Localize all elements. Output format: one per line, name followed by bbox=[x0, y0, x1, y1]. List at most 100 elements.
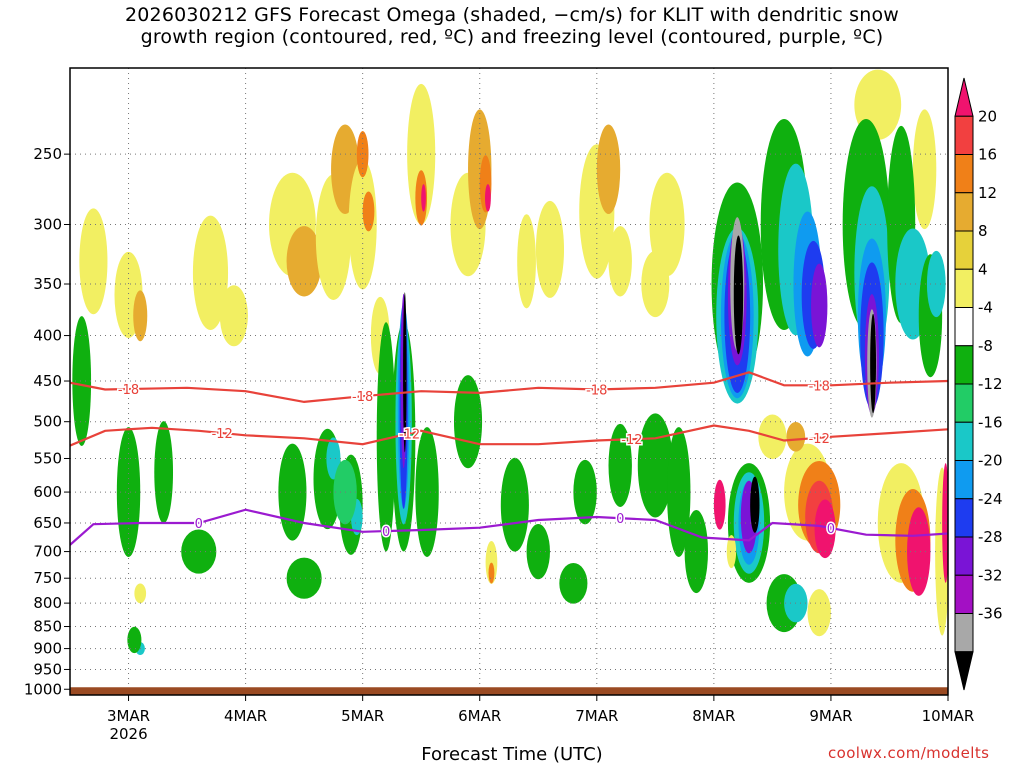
chart-title: 2026030212 GFS Forecast Omega (shaded, −… bbox=[0, 4, 1024, 48]
x-tick-label: 4MAR bbox=[224, 707, 267, 725]
colorbar-box bbox=[954, 192, 974, 232]
colorbar-label: 16 bbox=[978, 146, 997, 164]
omega-shade-region bbox=[649, 172, 685, 277]
omega-shade-region bbox=[407, 83, 436, 225]
omega-shade-region bbox=[807, 589, 831, 637]
x-tick-label: 10MAR bbox=[922, 707, 975, 725]
colorbar-bottom-triangle bbox=[954, 651, 974, 691]
contour-label: 0 bbox=[827, 522, 835, 537]
omega-shade-region bbox=[127, 626, 142, 654]
omega-shade-region bbox=[667, 427, 691, 558]
omega-shade-region bbox=[403, 292, 407, 453]
omega-shade-region bbox=[326, 437, 341, 480]
omega-shade-region bbox=[912, 109, 937, 230]
omega-shade-region bbox=[362, 191, 375, 232]
x-tick-label: 5MAR bbox=[341, 707, 384, 725]
colorbar-label: -12 bbox=[978, 375, 1003, 393]
omega-shade-region bbox=[192, 215, 229, 331]
y-tick-label: 450 bbox=[33, 372, 62, 390]
colorbar-box bbox=[954, 154, 974, 194]
omega-shade-region bbox=[750, 476, 760, 533]
credit-text[interactable]: coolwx.com/modelts bbox=[828, 744, 990, 762]
omega-shade-region bbox=[811, 263, 828, 348]
title-line-2: growth region (contoured, red, ºC) and f… bbox=[140, 26, 884, 48]
omega-shade-region bbox=[684, 510, 709, 594]
contour-line bbox=[70, 508, 948, 546]
contour-label: -18 bbox=[809, 379, 830, 394]
y-tick-label: 500 bbox=[33, 413, 62, 431]
ground-band bbox=[70, 687, 948, 695]
contour-label: 0 bbox=[195, 517, 203, 532]
contour-label: 0 bbox=[616, 512, 624, 527]
contour-label: -12 bbox=[621, 433, 642, 448]
omega-shade-region bbox=[814, 499, 836, 559]
omega-shade-region bbox=[713, 479, 726, 530]
colorbar-box bbox=[954, 307, 974, 347]
omega-shade-region bbox=[907, 507, 931, 596]
y-tick-label: 400 bbox=[33, 327, 62, 345]
contour-label: -12 bbox=[399, 428, 420, 443]
colorbar-label: -16 bbox=[978, 413, 1003, 431]
colorbar-box bbox=[954, 268, 974, 308]
colorbar-box bbox=[954, 498, 974, 538]
contour-label: 0 bbox=[382, 525, 390, 540]
x-tick-label: 9MAR bbox=[809, 707, 852, 725]
omega-shade-region bbox=[870, 313, 877, 414]
omega-shade-region bbox=[726, 535, 737, 569]
colorbar-top-triangle bbox=[954, 77, 974, 117]
y-tick-label: 600 bbox=[33, 483, 62, 501]
omega-shade-region bbox=[608, 226, 632, 297]
y-tick-label: 350 bbox=[33, 275, 62, 293]
x-tick-label: 3MAR bbox=[107, 707, 150, 725]
colorbar-box bbox=[954, 115, 974, 155]
omega-shade-region bbox=[517, 214, 536, 309]
y-tick-label: 550 bbox=[33, 449, 62, 467]
omega-shade-region bbox=[181, 529, 217, 574]
y-tick-label: 700 bbox=[33, 543, 62, 561]
plot-area: -18 -18 -18 -18 -12 -12 -12 -12 0 0 0 0 bbox=[70, 68, 948, 695]
omega-shade-region bbox=[356, 130, 369, 178]
colorbar-label: 4 bbox=[978, 260, 988, 278]
contour-label: -12 bbox=[809, 432, 830, 447]
colorbar-label: -20 bbox=[978, 452, 1003, 470]
contour-label: -18 bbox=[118, 383, 139, 398]
y-tick-label: 250 bbox=[33, 145, 62, 163]
omega-shade-region bbox=[154, 421, 174, 524]
colorbar-label: -36 bbox=[978, 605, 1003, 623]
y-tick-label: 1000 bbox=[24, 680, 62, 698]
omega-shade-region bbox=[596, 124, 621, 215]
y-tick-label: 950 bbox=[33, 660, 62, 678]
x-axis-title: Forecast Time (UTC) bbox=[421, 744, 603, 765]
omega-shade-region bbox=[376, 322, 396, 552]
y-tick-label: 900 bbox=[33, 640, 62, 658]
x-tick-label: 6MAR bbox=[458, 707, 501, 725]
colorbar-label: -32 bbox=[978, 566, 1003, 584]
omega-shade-region bbox=[500, 457, 529, 552]
omega-shade-region bbox=[535, 200, 565, 298]
colorbar-label: -4 bbox=[978, 299, 993, 317]
y-tick-label: 750 bbox=[33, 569, 62, 587]
y-tick-label: 650 bbox=[33, 514, 62, 532]
omega-shade-region bbox=[485, 540, 498, 584]
colorbar-label: -24 bbox=[978, 490, 1003, 508]
y-tick-label: 800 bbox=[33, 594, 62, 612]
omega-shade-region bbox=[453, 375, 483, 469]
colorbar-box bbox=[954, 383, 974, 423]
x-tick-label: 7MAR bbox=[575, 707, 618, 725]
x-tick-label: 8MAR bbox=[692, 707, 735, 725]
omega-shade-region bbox=[485, 184, 491, 212]
omega-shade-region bbox=[526, 523, 550, 580]
colorbar-label: 20 bbox=[978, 107, 997, 125]
omega-shade-region bbox=[608, 423, 632, 507]
contour-line bbox=[70, 424, 948, 447]
colorbar-box bbox=[954, 574, 974, 614]
omega-shade-region bbox=[786, 421, 806, 452]
colorbar-box bbox=[954, 613, 974, 653]
omega-shade-region bbox=[488, 562, 495, 584]
contour-label: -18 bbox=[586, 384, 607, 399]
omega-shade-region bbox=[286, 226, 322, 297]
y-tick-label: 850 bbox=[33, 618, 62, 636]
colorbar-label: -8 bbox=[978, 337, 993, 355]
omega-shade-region bbox=[278, 443, 307, 541]
colorbar-box bbox=[954, 230, 974, 270]
